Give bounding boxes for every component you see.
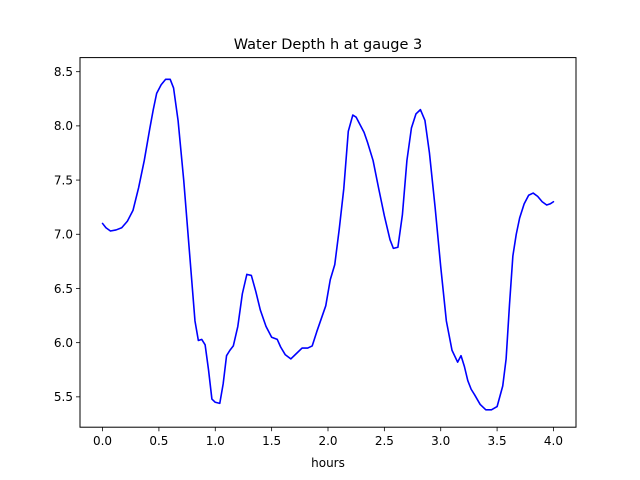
y-tick-label: 7.0 bbox=[54, 228, 73, 242]
y-tick-label: 6.5 bbox=[54, 282, 73, 296]
series-line bbox=[101, 78, 555, 411]
x-tick-label: 1.5 bbox=[262, 434, 281, 448]
y-tick-label: 7.5 bbox=[54, 173, 73, 187]
x-tick-label: 0.0 bbox=[93, 434, 112, 448]
y-tick-label: 8.0 bbox=[54, 119, 73, 133]
y-tick-label: 5.5 bbox=[54, 390, 73, 404]
y-tick-label: 6.0 bbox=[54, 336, 73, 350]
chart-title: Water Depth h at gauge 3 bbox=[234, 37, 422, 53]
y-tick-label: 8.5 bbox=[54, 65, 73, 79]
plot-area bbox=[101, 78, 555, 411]
x-axis-label: hours bbox=[311, 456, 345, 470]
y-axis: 5.5 6.0 6.5 7.0 7.5 8.0 8.5 bbox=[54, 65, 80, 404]
x-tick-label: 3.5 bbox=[488, 434, 507, 448]
x-tick-label: 3.0 bbox=[431, 434, 450, 448]
x-tick-label: 2.0 bbox=[318, 434, 337, 448]
x-tick-label: 0.5 bbox=[149, 434, 168, 448]
x-axis: 0.0 0.5 1.0 1.5 2.0 2.5 3.0 3.5 4.0 bbox=[93, 427, 563, 448]
x-tick-label: 4.0 bbox=[544, 434, 563, 448]
x-tick-label: 2.5 bbox=[375, 434, 394, 448]
x-tick-label: 1.0 bbox=[206, 434, 225, 448]
